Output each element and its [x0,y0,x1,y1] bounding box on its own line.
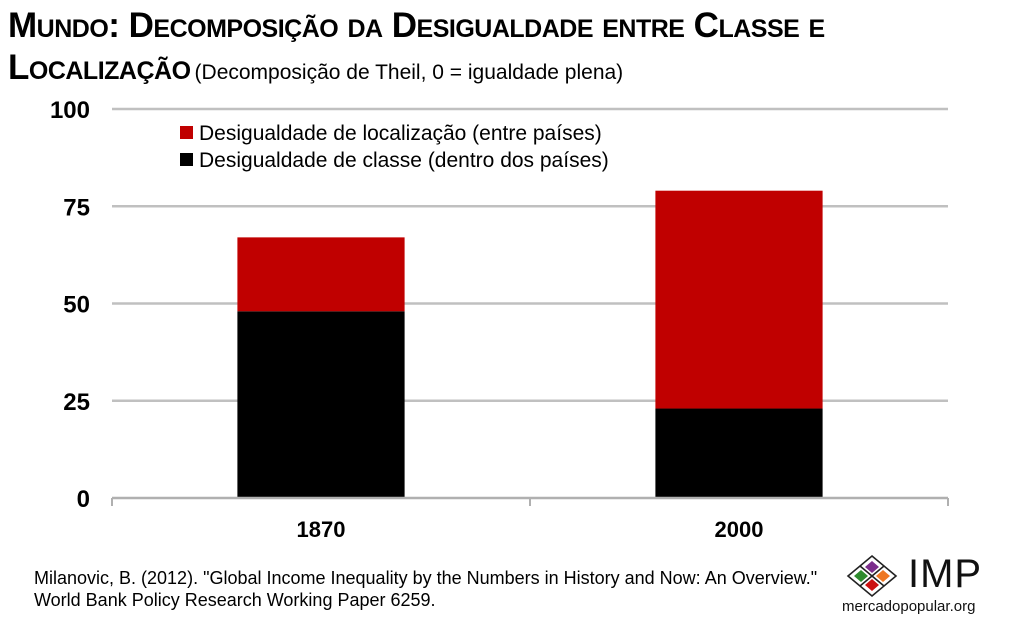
logo-line [859,565,885,587]
y-tick-label: 75 [63,194,90,221]
logo-diamond [865,561,879,573]
legend-swatch [180,153,193,166]
legend-label: Desigualdade de localização (entre paíse… [199,122,602,145]
y-tick-label: 50 [63,292,90,319]
logo-diamond [854,570,868,582]
logo-diamond [876,570,890,582]
source-citation: Milanovic, B. (2012). "Global Income Ine… [34,568,818,610]
logo-url: mercadopopular.org [842,598,976,615]
imp-logo[interactable]: IMP mercadopopular.org [842,552,1002,622]
bar-segment-class-1870 [237,311,405,498]
chart-title-line-1: Mundo: Decomposição da Desigualdade entr… [8,6,825,46]
chart-title-continued: Localização [8,48,191,87]
x-tick-label: 2000 [715,517,764,542]
diamond-logo-icon [846,554,898,598]
bar-segment-location-1870 [237,237,405,312]
legend-swatch [180,126,193,139]
legend: Desigualdade de localização (entre paíse… [180,122,609,172]
logo-diamond [865,579,879,591]
y-tick-label: 0 [77,486,90,513]
y-tick-label: 25 [63,389,90,416]
bars [237,190,823,498]
bar-segment-location-2000 [655,190,823,409]
logo-text: IMP [908,552,983,596]
x-tick-label: 1870 [297,517,346,542]
axes: 0 25 50 75 100 1870 2000 [50,97,949,542]
chart-subtitle: (Decomposição de Theil, 0 = igualdade pl… [194,61,624,84]
chart-title-line-2: Localização (Decomposição de Theil, 0 = i… [8,48,623,88]
logo-outline [846,554,898,598]
bar-segment-class-2000 [655,408,823,498]
y-tick-label: 100 [50,97,90,124]
chart-title: Mundo: Decomposição da Desigualdade entr… [8,6,825,45]
legend-label: Desigualdade de classe (dentro dos paíse… [199,149,609,172]
